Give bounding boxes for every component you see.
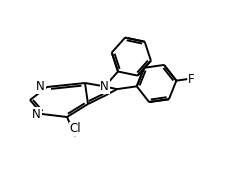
Text: N: N <box>100 80 109 93</box>
Text: F: F <box>188 73 195 86</box>
Text: Cl: Cl <box>70 122 81 135</box>
Text: N: N <box>32 108 41 120</box>
Text: N: N <box>36 80 45 94</box>
